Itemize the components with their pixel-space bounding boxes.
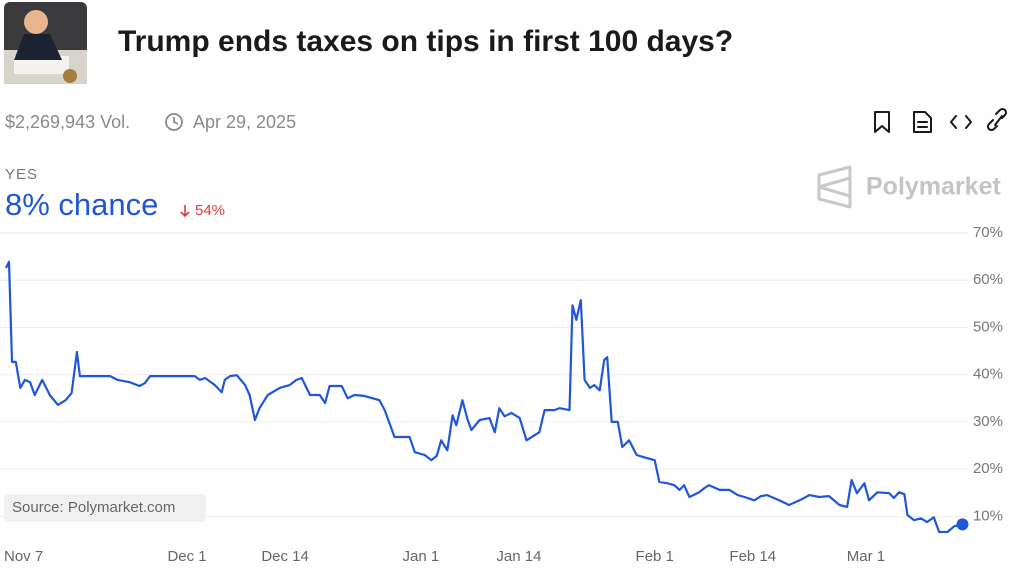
x-tick-label: Jan 1 (403, 548, 440, 565)
x-tick-label: Jan 14 (496, 548, 541, 565)
x-tick-label: Dec 14 (261, 548, 309, 565)
x-tick-label: Dec 1 (167, 548, 206, 565)
link-button[interactable] (986, 107, 1008, 132)
y-tick-label: 40% (973, 366, 1003, 383)
end-date: Apr 29, 2025 (193, 112, 296, 132)
brand-name: Polymarket (866, 173, 1001, 201)
market-title: Trump ends taxes on tips in first 100 da… (118, 25, 733, 58)
last-point (956, 518, 969, 531)
source-badge (4, 494, 206, 522)
change: 54% (195, 202, 225, 219)
bookmark-button[interactable] (874, 111, 890, 133)
y-tick-label: 60% (973, 271, 1003, 288)
brand-logo (817, 165, 852, 209)
y-tick-label: 50% (973, 318, 1003, 335)
document-button[interactable] (913, 111, 932, 133)
x-tick-label: Mar 1 (847, 548, 885, 565)
chance: 8% chance (5, 187, 158, 222)
outcome-label: YES (5, 166, 38, 183)
y-tick-label: 20% (973, 460, 1003, 477)
y-tick-label: 10% (973, 507, 1003, 524)
x-tick-label: Feb 1 (636, 548, 674, 565)
volume: $2,269,943 Vol. (5, 112, 130, 132)
y-tick-label: 30% (973, 413, 1003, 430)
market-image (4, 2, 87, 84)
clock-icon (165, 113, 183, 131)
x-tick-label: Feb 14 (729, 548, 776, 565)
chart: 10% 20% 30% 40% 50% 60% 70% Nov 7 Dec 1 Dec 14 Jan… (0, 224, 1003, 565)
embed-button[interactable] (950, 115, 972, 129)
x-tick-label: Nov 7 (4, 548, 43, 565)
source: Source: Polymarket.com (12, 499, 175, 516)
down-arrow (180, 205, 190, 218)
price-line (5, 260, 963, 534)
y-tick-label: 70% (973, 224, 1003, 241)
